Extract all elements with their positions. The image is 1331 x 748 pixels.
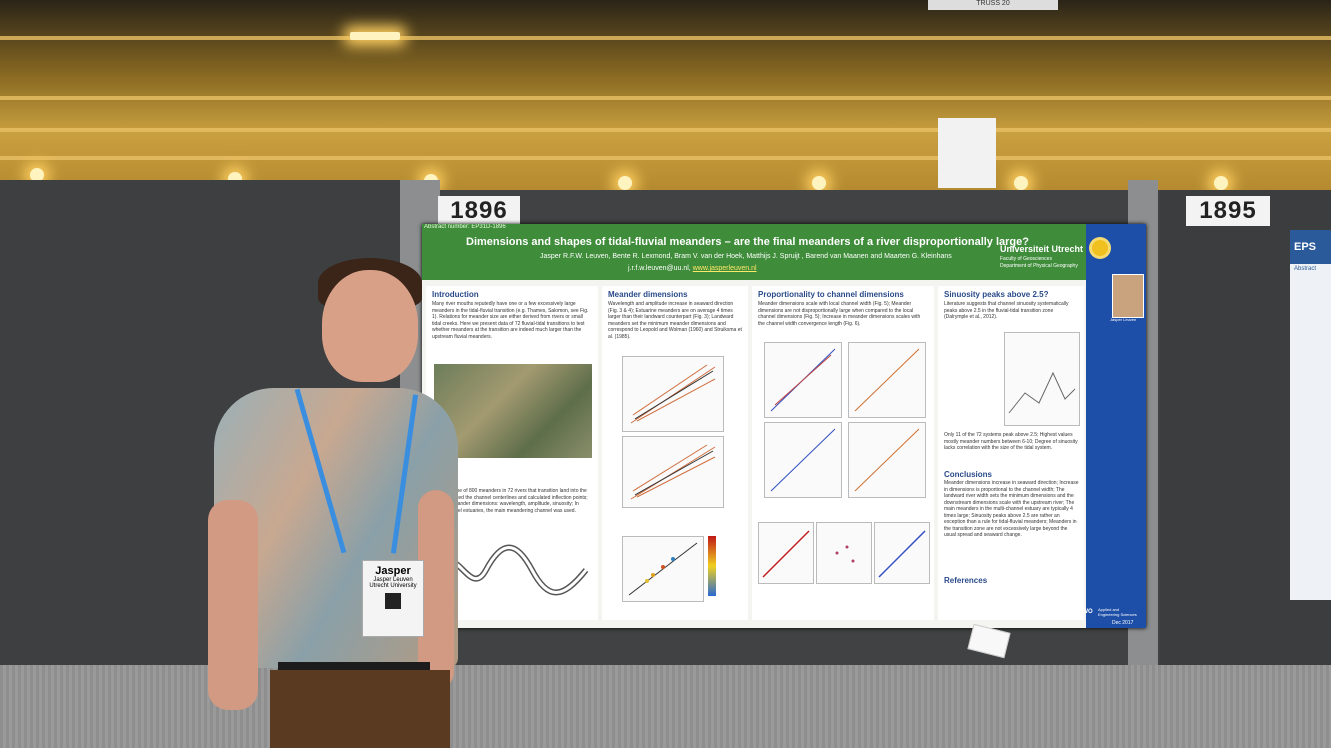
ceiling-truss <box>0 128 1331 132</box>
wavelength-plot <box>622 356 724 432</box>
amplitude-scatter-blue <box>764 422 842 498</box>
poster-header: Abstract number: EP31D-1896 Dimensions a… <box>422 224 1086 280</box>
headshot-label: Jasper Leuven <box>1110 317 1137 322</box>
satellite-image-figure <box>434 364 592 458</box>
ceiling-light <box>30 168 44 182</box>
badge-affiliation: Utrecht University <box>369 583 417 589</box>
amplitude-scatter-orange <box>848 422 926 498</box>
adjacent-poster: EPS Abstract <box>1290 230 1331 600</box>
poster-title: Dimensions and shapes of tidal-fluvial m… <box>466 236 1029 248</box>
presenter-face <box>322 270 418 382</box>
section-conclusions: Conclusions <box>944 470 993 479</box>
poster-column-4: Sinuosity peaks above 2.5? Literature su… <box>938 286 1084 620</box>
conference-name-badge: Jasper Jasper Leuven Utrecht University <box>362 560 424 637</box>
colorbar-legend <box>708 536 716 596</box>
ceiling-light <box>1014 176 1028 190</box>
poster-website: www.jasperleuven.nl <box>692 265 757 272</box>
poster-column-2: Meander dimensions Wavelength and amplit… <box>602 286 748 620</box>
research-poster: Abstract number: EP31D-1896 Dimensions a… <box>422 224 1146 628</box>
booth-number-left: 1896 <box>438 196 520 226</box>
poster-column-3: Proportionality to channel dimensions Me… <box>752 286 934 620</box>
section-references: References <box>944 576 988 585</box>
section-introduction: Introduction <box>432 290 479 299</box>
sinuosity-text: Literature suggests that channel sinuosi… <box>944 301 1069 320</box>
meander-dimensions-text: Wavelength and amplitude increase in sea… <box>608 301 742 340</box>
badge-first-name: Jasper <box>375 565 411 577</box>
ceiling-light <box>618 176 632 190</box>
proportionality-text: Meander dimensions scale with local chan… <box>758 301 921 327</box>
ceiling-truss <box>0 96 1331 100</box>
badge-full-name: Jasper Leuven <box>373 577 413 583</box>
meander-sketch-figure <box>437 544 589 596</box>
conclusions-text: Meander dimensions increase in seaward d… <box>944 480 1079 538</box>
badge-qr-code <box>385 593 401 609</box>
convergence-plot-3 <box>874 522 930 584</box>
convergence-plot-1 <box>758 522 814 584</box>
carpet-floor <box>0 665 1331 748</box>
presenter-left-arm <box>208 500 258 710</box>
faculty-block: Faculty of Geosciences Department of Phys… <box>1000 256 1090 270</box>
section-sinuosity: Sinuosity peaks above 2.5? <box>944 290 1049 299</box>
poster-contact: j.r.f.w.leuven@uu.nl, www.jasperleuven.n… <box>628 265 757 272</box>
department-name: Department of Physical Geography <box>1000 263 1078 269</box>
poster-date: Dec 2017 <box>1112 620 1134 626</box>
ceiling-truss <box>0 156 1331 160</box>
sinuosity-plot <box>1004 332 1080 426</box>
presenter-trousers <box>270 670 450 748</box>
nwo-logo: NWO <box>1078 609 1093 615</box>
ceiling: TRUSS 20 <box>0 0 1331 190</box>
applied-engineering-label: Applied and Engineering Sciences <box>1098 607 1137 617</box>
poster-authors: Jasper R.F.W. Leuven, Bente R. Lexmond, … <box>540 253 952 260</box>
ceiling-light <box>1214 176 1228 190</box>
section-meander-dimensions: Meander dimensions <box>608 290 688 299</box>
author-headshot <box>1112 274 1144 318</box>
poster-abstract-number: Abstract number: EP31D-1896 <box>424 224 506 230</box>
poster-email: j.r.f.w.leuven@uu.nl, <box>628 265 691 272</box>
methods-text: ed the outline of 800 meanders in 72 riv… <box>432 488 588 514</box>
ceiling-light <box>812 176 826 190</box>
university-name: Universiteit Utrecht <box>1000 244 1084 254</box>
amplitude-plot <box>622 436 724 508</box>
scatter-colored-plot <box>622 536 704 602</box>
booth-number-right: 1895 <box>1186 196 1270 226</box>
ceiling-light <box>350 32 400 40</box>
university-logo-icon <box>1092 240 1108 256</box>
presenter-right-arm <box>418 490 454 690</box>
ceiling-truss <box>0 36 1331 40</box>
ceiling-pillar <box>938 118 996 188</box>
section-proportionality: Proportionality to channel dimensions <box>758 290 904 299</box>
faculty-name: Faculty of Geosciences <box>1000 256 1052 262</box>
adjacent-poster-heading: EPS <box>1290 230 1331 264</box>
convergence-plot-2 <box>816 522 872 584</box>
sinuosity-points: Only 11 of the 72 systems peak above 2.5… <box>944 432 1078 451</box>
width-scatter-blue <box>764 342 842 418</box>
width-scatter-orange <box>848 342 926 418</box>
adjacent-poster-abstract: Abstract <box>1294 266 1317 272</box>
introduction-text: Many river mouths reputedly have one or … <box>432 301 589 340</box>
truss-sign: TRUSS 20 <box>928 0 1058 10</box>
